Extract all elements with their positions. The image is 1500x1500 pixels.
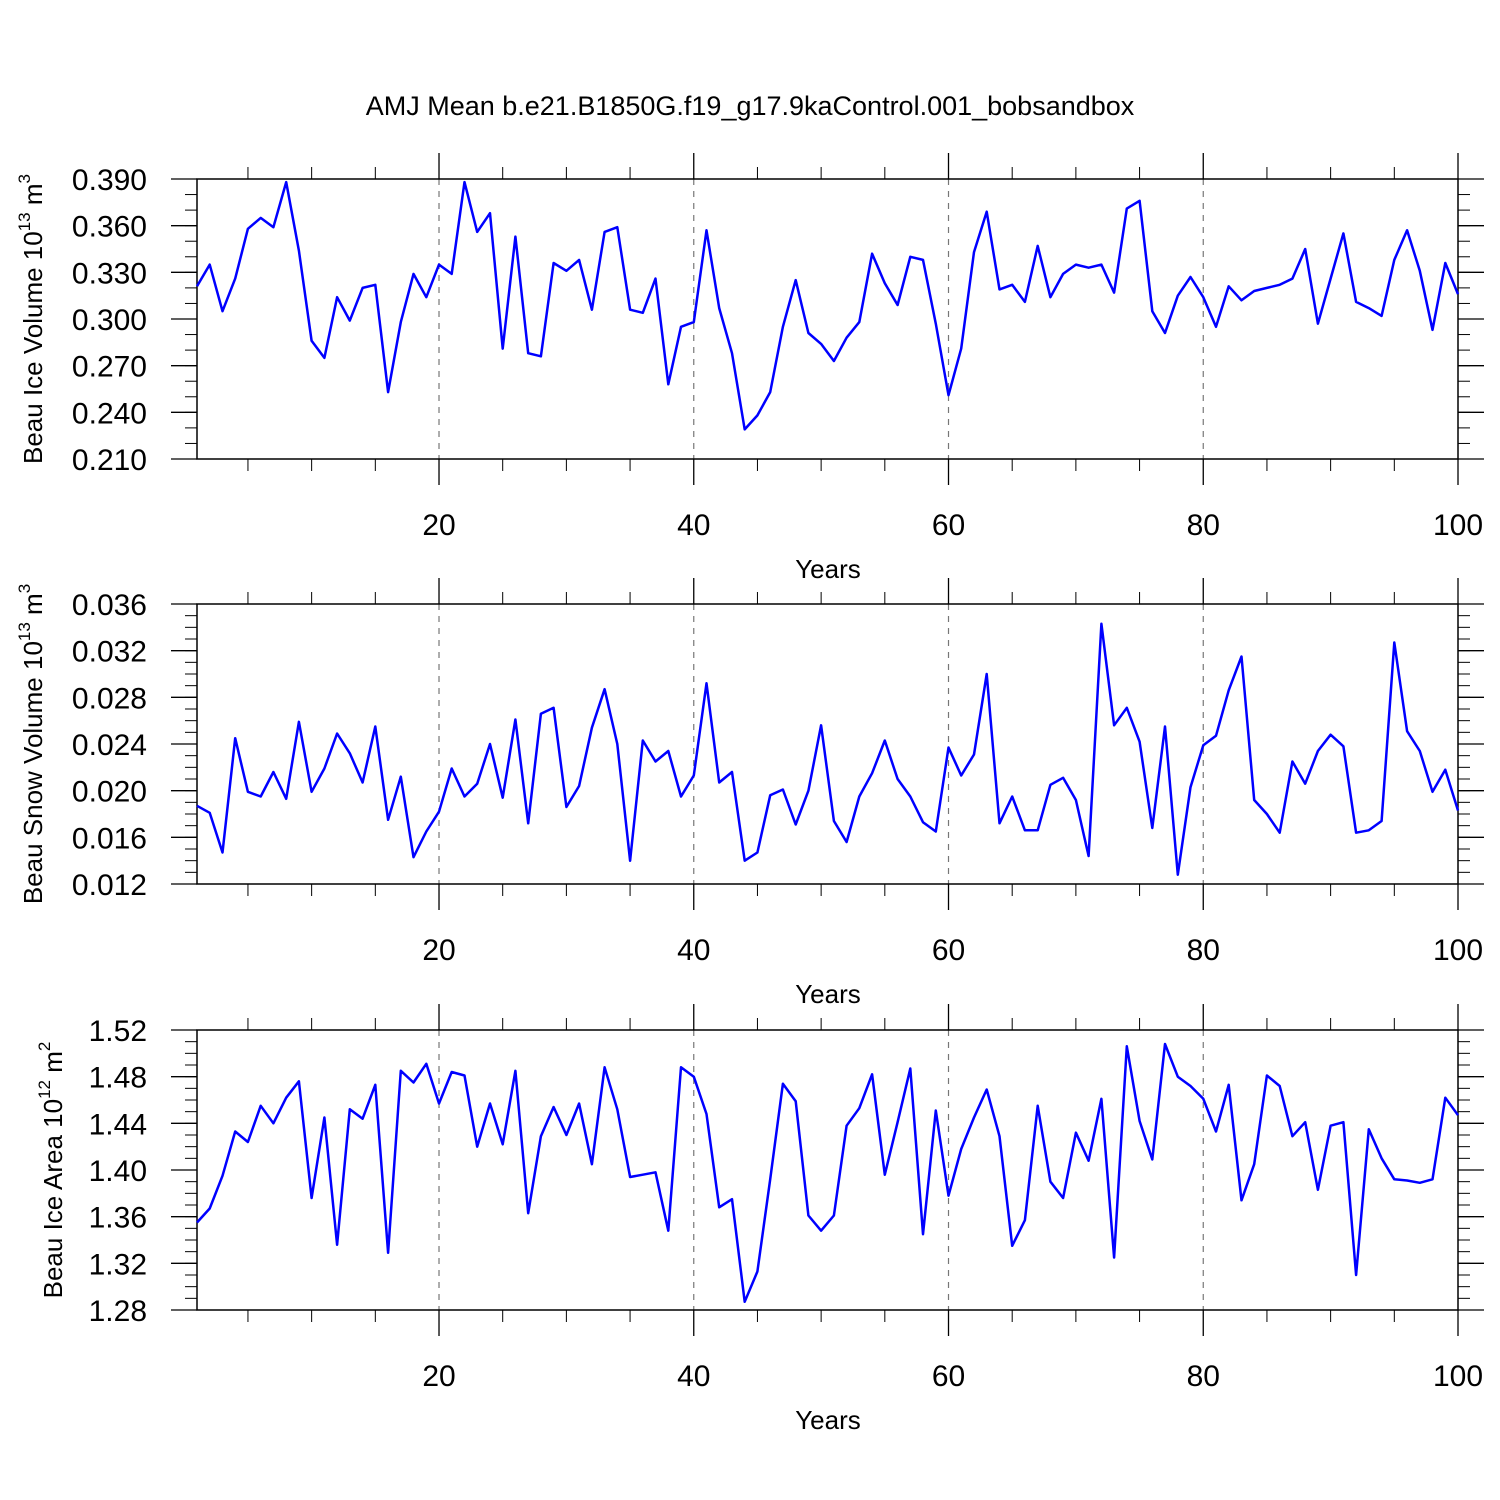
y-tick-label: 0.330 xyxy=(72,257,147,290)
panel-3: 20 40 60 80 100 1.28 1.32 1.36 1.40 1.44 1.48 1.52 Y… xyxy=(35,1004,1484,1435)
x-tick-label: 20 xyxy=(422,509,455,542)
x-tick-label: 40 xyxy=(677,934,710,967)
x-tick-label: 60 xyxy=(932,1360,965,1393)
y-tick-label: 1.44 xyxy=(89,1108,147,1141)
y-tick-label: 0.032 xyxy=(72,636,147,669)
panel-1: 20 40 60 80 100 0.210 0.240 0.270 0.300 0.330 0.36… xyxy=(15,153,1484,584)
y-tick-label: 0.390 xyxy=(72,164,147,197)
y-tick-label: 1.36 xyxy=(89,1202,147,1235)
x-tick-label: 40 xyxy=(677,509,710,542)
x-tick-label: 100 xyxy=(1433,934,1483,967)
y-axis-label: Beau Snow Volume 1013 m3 xyxy=(15,584,48,904)
x-axis-label: Years xyxy=(795,1405,861,1435)
x-tick-label: 100 xyxy=(1433,1360,1483,1393)
y-tick-label: 0.240 xyxy=(72,397,147,430)
series-line xyxy=(195,180,1460,431)
x-tick-label: 100 xyxy=(1433,509,1483,542)
plot-frame xyxy=(196,1029,1459,1311)
x-axis-label: Years xyxy=(795,554,861,584)
y-label-exponent: 2 xyxy=(35,1042,54,1051)
y-label-text: m xyxy=(18,183,48,212)
x-tick-label: 60 xyxy=(932,934,965,967)
y-tick-label: 0.024 xyxy=(72,729,147,762)
x-tick-label: 20 xyxy=(422,1360,455,1393)
y-label-text: m xyxy=(18,593,48,622)
series-line xyxy=(196,1042,1460,1304)
y-label-exponent: 3 xyxy=(15,584,34,593)
x-tick-label: 20 xyxy=(422,934,455,967)
x-tick-label: 80 xyxy=(1187,1360,1220,1393)
y-label-exponent: 12 xyxy=(35,1080,54,1099)
panel-2: 20 40 60 80 100 0.012 0.016 0.020 0.024 0.028 0.03… xyxy=(15,578,1484,1009)
x-tick-label: 60 xyxy=(932,509,965,542)
y-label-exponent: 3 xyxy=(15,174,34,183)
y-tick-label: 1.52 xyxy=(89,1015,147,1048)
plot-frame xyxy=(196,603,1459,885)
y-label-text: Beau Ice Area 10 xyxy=(38,1099,68,1298)
y-label-text: Beau Ice Volume 10 xyxy=(18,231,48,464)
y-axis-label: Beau Ice Volume 1013 m3 xyxy=(15,174,48,464)
y-label-exponent: 13 xyxy=(15,212,34,231)
y-tick-label: 0.270 xyxy=(72,351,147,384)
y-tick-label: 0.360 xyxy=(72,211,147,244)
x-tick-label: 40 xyxy=(677,1360,710,1393)
x-axis-label: Years xyxy=(795,979,861,1009)
y-tick-label: 0.036 xyxy=(72,589,147,622)
x-tick-label: 80 xyxy=(1187,934,1220,967)
y-label-text: Beau Snow Volume 10 xyxy=(18,641,48,904)
x-tick-label: 80 xyxy=(1187,509,1220,542)
y-tick-label: 0.210 xyxy=(72,444,147,477)
y-tick-label: 0.016 xyxy=(72,822,147,855)
plot-frame xyxy=(196,178,1459,460)
y-tick-label: 0.020 xyxy=(72,776,147,809)
y-tick-label: 1.48 xyxy=(89,1062,147,1095)
y-tick-label: 0.028 xyxy=(72,682,147,715)
y-axis-label: Beau Ice Area 1012 m2 xyxy=(35,1042,68,1299)
y-tick-label: 1.28 xyxy=(89,1295,147,1328)
y-label-text: m xyxy=(38,1051,68,1080)
y-tick-label: 0.300 xyxy=(72,304,147,337)
y-tick-label: 0.012 xyxy=(72,869,147,902)
series-line xyxy=(196,622,1460,876)
y-tick-label: 1.40 xyxy=(89,1155,147,1188)
chart-title: AMJ Mean b.e21.B1850G.f19_g17.9kaControl… xyxy=(366,91,1135,121)
y-tick-label: 1.32 xyxy=(89,1248,147,1281)
y-label-exponent: 13 xyxy=(15,622,34,641)
